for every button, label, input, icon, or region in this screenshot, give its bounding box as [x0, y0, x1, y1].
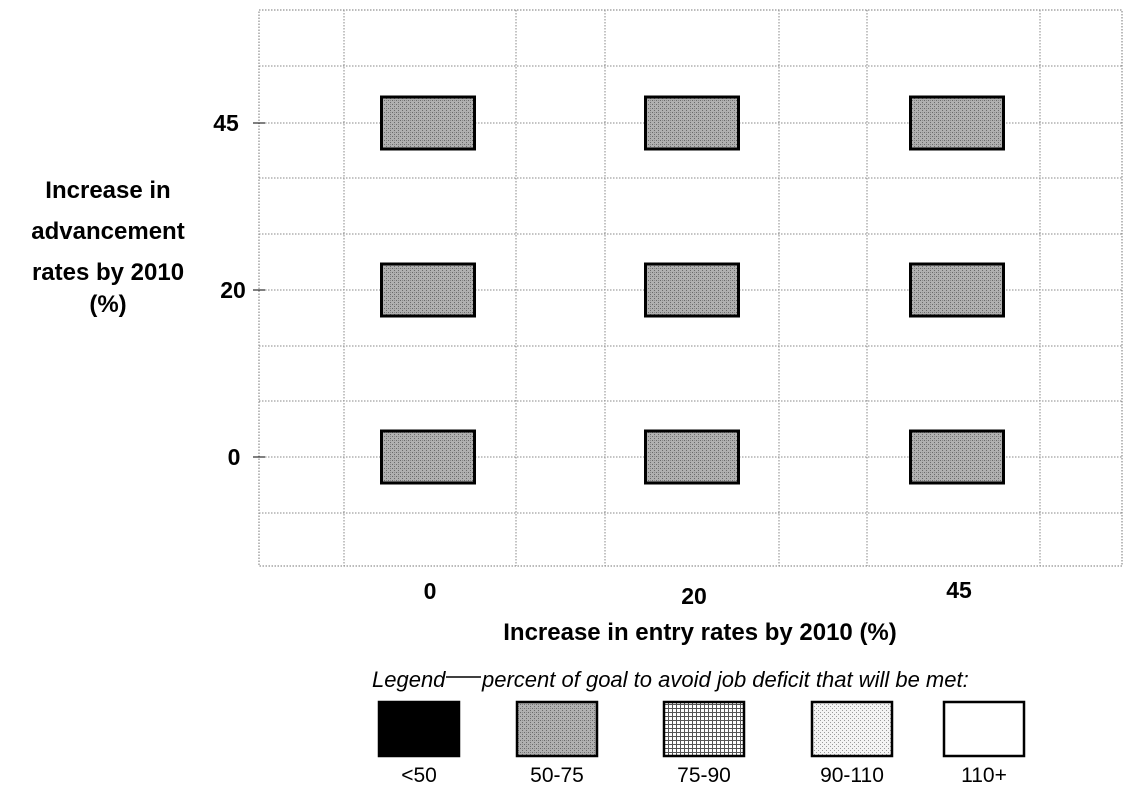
legend-swatch [377, 700, 461, 758]
y-axis-title-line: rates by 2010 [32, 259, 184, 286]
legend-label: 90-110 [820, 764, 884, 787]
heatmap-cells [380, 95, 1005, 485]
legend-swatch [942, 700, 1026, 758]
y-axis-title-line: (%) [89, 291, 126, 318]
x-tick-label: 0 [424, 578, 437, 604]
y-tick-label: 20 [220, 277, 246, 303]
grid-lines [258, 9, 1123, 567]
legend-label: 75-90 [677, 764, 731, 787]
legend-title: Legend [372, 667, 446, 692]
x-tick-label: 45 [946, 577, 972, 603]
legend-caption: percent of goal to avoid job deficit tha… [481, 667, 969, 692]
legend-swatch [515, 700, 599, 758]
y-tick-label: 0 [228, 444, 241, 470]
heatmap-cell [909, 429, 1005, 485]
x-tick-label: 20 [681, 583, 707, 609]
heatmap-cell [644, 262, 740, 318]
tick-labels: 0 20 45 45 20 0 [213, 110, 972, 609]
legend-label: 110+ [961, 764, 1007, 787]
legend-swatch [662, 700, 746, 758]
y-axis-title-line: Increase in [45, 177, 170, 204]
legend-label: <50 [401, 764, 437, 787]
heatmap-cell [644, 95, 740, 151]
heatmap-cell [909, 95, 1005, 151]
heatmap-cell [380, 262, 476, 318]
legend-swatch [810, 700, 894, 758]
heatmap-cell [909, 262, 1005, 318]
y-axis-title: Increase in advancement rates by 2010 (%) [31, 177, 184, 318]
heatmap-cell [644, 429, 740, 485]
plot-frame [258, 9, 1123, 567]
y-axis-title-line: advancement [31, 218, 184, 245]
x-axis-title: Increase in entry rates by 2010 (%) [503, 619, 897, 646]
legend: Legend percent of goal to avoid job defi… [372, 667, 1026, 787]
heatmap-cell [380, 429, 476, 485]
legend-label: 50-75 [530, 764, 584, 787]
heatmap-cell [380, 95, 476, 151]
y-tick-label: 45 [213, 110, 239, 136]
